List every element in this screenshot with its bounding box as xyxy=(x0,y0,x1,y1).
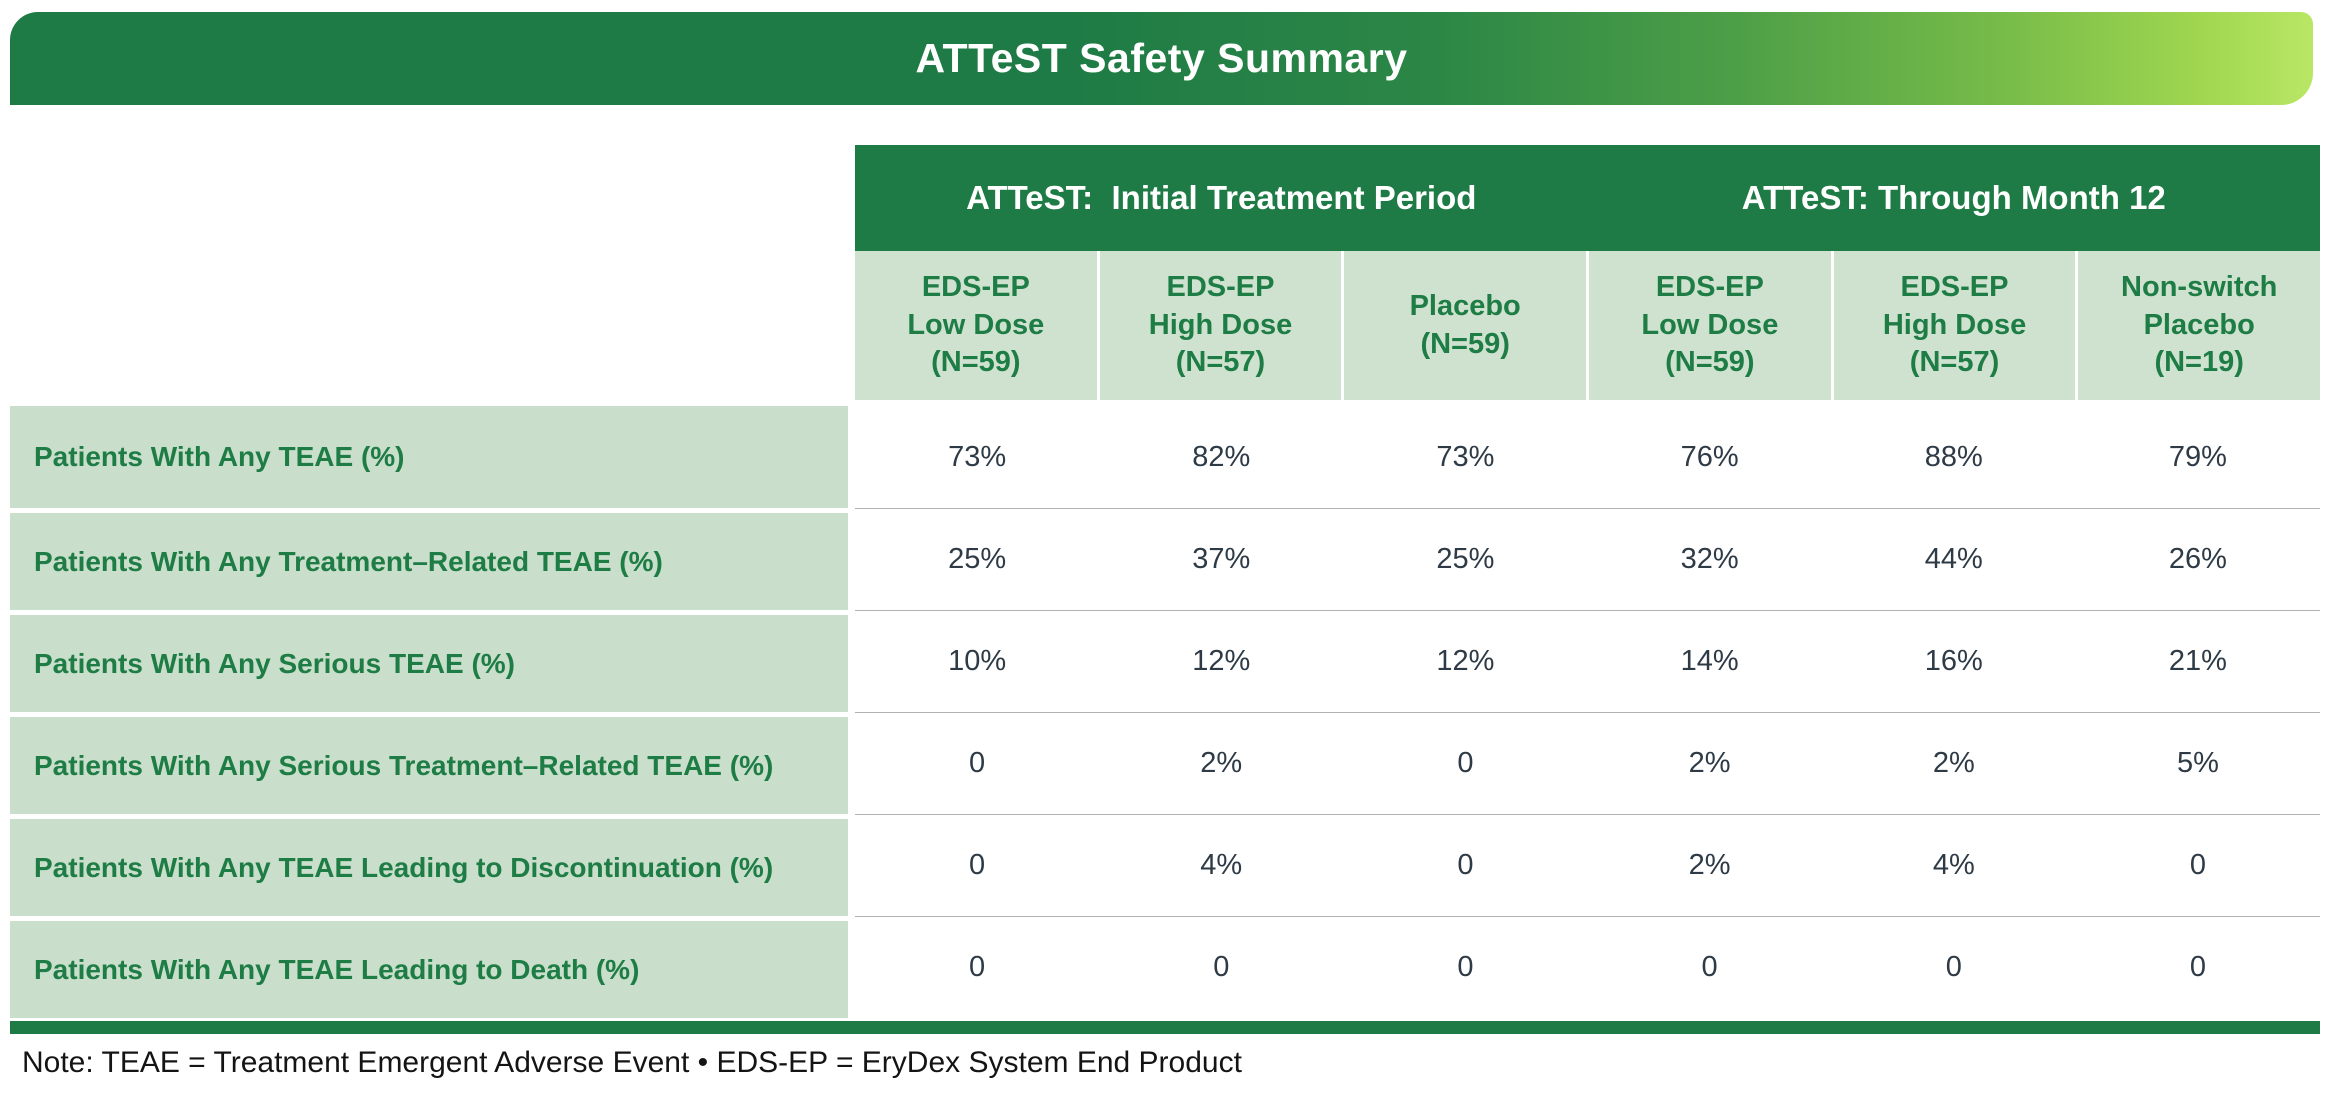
value-cell: 37% xyxy=(1099,508,1344,610)
row-label: Patients With Any Serious Treatment–Rela… xyxy=(10,712,848,814)
value-cell: 73% xyxy=(855,406,1100,508)
value-cell: 0 xyxy=(1343,916,1588,1018)
table-body: Patients With Any TEAE (%) 73% 82% 73% 76% 88… xyxy=(10,406,2321,1018)
value-cell: 0 xyxy=(855,814,1100,916)
group-header-row: ATTeST: Initial Treatment Period ATTeST:… xyxy=(10,145,2320,251)
footnote: Note: TEAE = Treatment Emergent Adverse … xyxy=(22,1046,1242,1079)
column-header-6: Non-switch Placebo (N=19) xyxy=(2075,251,2321,400)
table-row: Patients With Any TEAE Leading to Discon… xyxy=(10,814,2321,916)
value-cell: 14% xyxy=(1587,610,1832,712)
value-cell: 44% xyxy=(1831,508,2076,610)
value-cell: 16% xyxy=(1831,610,2076,712)
group-header-initial-treatment-period: ATTeST: Initial Treatment Period xyxy=(966,179,1477,216)
row-label-column-spacer xyxy=(10,145,848,251)
value-cell: 25% xyxy=(1343,508,1588,610)
table-row: Patients With Any Serious TEAE (%) 10% 12%… xyxy=(10,610,2321,712)
table-row: Patients With Any Serious Treatment–Rela… xyxy=(10,712,2321,814)
value-cell: 0 xyxy=(1343,814,1588,916)
column-header-3: Placebo (N=59) xyxy=(1341,251,1587,400)
value-cell: 5% xyxy=(2075,712,2321,814)
value-cell: 4% xyxy=(1099,814,1344,916)
column-header-1: EDS-EP Low Dose (N=59) xyxy=(855,251,1097,400)
value-cell: 82% xyxy=(1099,406,1344,508)
value-cell: 0 xyxy=(855,712,1100,814)
value-cell: 0 xyxy=(2075,916,2321,1018)
value-cell: 0 xyxy=(1099,916,1344,1018)
table-bottom-rule xyxy=(10,1021,2320,1034)
group-header-band: ATTeST: Initial Treatment Period ATTeST:… xyxy=(855,145,2320,251)
value-cell: 12% xyxy=(1343,610,1588,712)
column-header-5: EDS-EP High Dose (N=57) xyxy=(1830,251,2076,400)
value-cell: 73% xyxy=(1343,406,1588,508)
value-cell: 0 xyxy=(855,916,1100,1018)
value-cell: 12% xyxy=(1099,610,1344,712)
title-bar: ATTeST Safety Summary xyxy=(10,12,2313,105)
table-row: Patients With Any Treatment–Related TEAE… xyxy=(10,508,2321,610)
value-cell: 21% xyxy=(2075,610,2321,712)
value-cell: 4% xyxy=(1831,814,2076,916)
row-label: Patients With Any TEAE Leading to Discon… xyxy=(10,814,848,916)
column-header-4: EDS-EP Low Dose (N=59) xyxy=(1586,251,1831,400)
value-cell: 79% xyxy=(2075,406,2321,508)
safety-summary-table: ATTeST: Initial Treatment Period ATTeST:… xyxy=(10,145,2321,1034)
value-cell: 32% xyxy=(1587,508,1832,610)
value-cell: 2% xyxy=(1587,712,1832,814)
value-cell: 2% xyxy=(1099,712,1344,814)
value-cell: 0 xyxy=(1343,712,1588,814)
row-label: Patients With Any Serious TEAE (%) xyxy=(10,610,848,712)
value-cell: 0 xyxy=(1587,916,1832,1018)
value-cell: 0 xyxy=(1831,916,2076,1018)
row-label: Patients With Any TEAE Leading to Death … xyxy=(10,916,848,1018)
value-cell: 26% xyxy=(2075,508,2321,610)
page-title: ATTeST Safety Summary xyxy=(915,35,1408,81)
group-header-through-month-12: ATTeST: Through Month 12 xyxy=(1741,179,2166,216)
column-headers: EDS-EP Low Dose (N=59) EDS-EP High Dose (… xyxy=(855,251,2321,400)
value-cell: 2% xyxy=(1831,712,2076,814)
row-label: Patients With Any TEAE (%) xyxy=(10,406,848,508)
table-row: Patients With Any TEAE Leading to Death … xyxy=(10,916,2321,1018)
value-cell: 76% xyxy=(1587,406,1832,508)
row-label-column-spacer xyxy=(10,251,848,400)
column-header-2: EDS-EP High Dose (N=57) xyxy=(1096,251,1342,400)
column-header-row: EDS-EP Low Dose (N=59) EDS-EP High Dose (… xyxy=(10,251,2321,400)
value-cell: 25% xyxy=(855,508,1100,610)
row-label: Patients With Any Treatment–Related TEAE… xyxy=(10,508,848,610)
value-cell: 10% xyxy=(855,610,1100,712)
value-cell: 0 xyxy=(2075,814,2321,916)
value-cell: 2% xyxy=(1587,814,1832,916)
table-row: Patients With Any TEAE (%) 73% 82% 73% 76% 88… xyxy=(10,406,2321,508)
value-cell: 88% xyxy=(1831,406,2076,508)
